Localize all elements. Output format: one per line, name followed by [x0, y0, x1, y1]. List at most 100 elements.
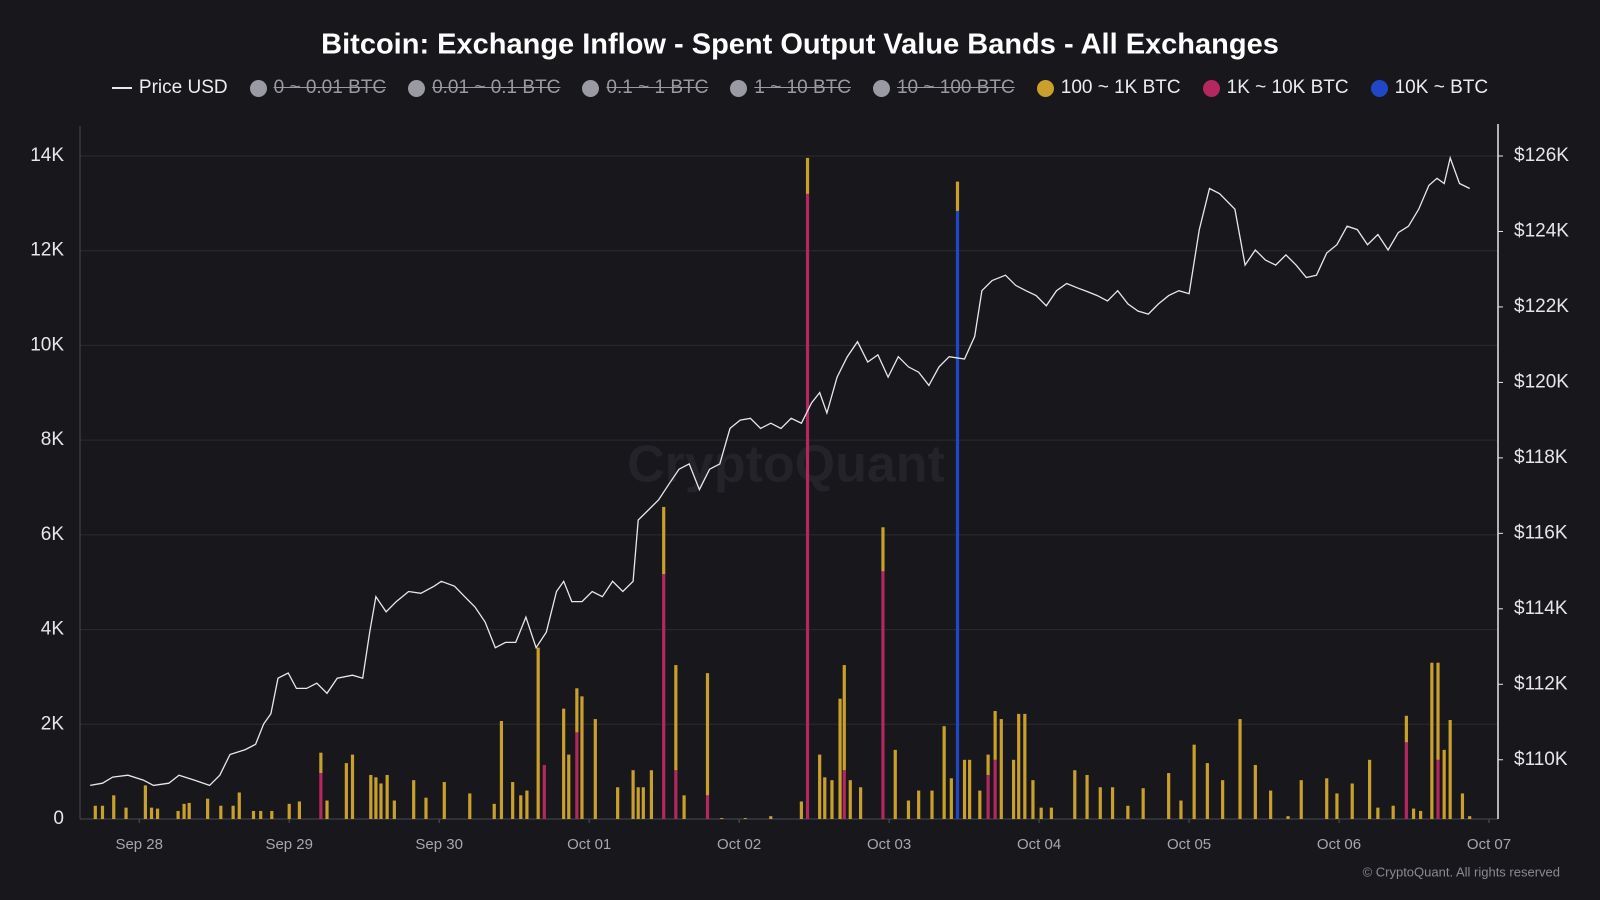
bar-segment — [999, 719, 1003, 819]
legend-label: 1 ~ 10 BTC — [754, 77, 851, 98]
bar-segment — [1205, 763, 1209, 819]
bar-segment — [1167, 773, 1171, 819]
bar-segment — [842, 770, 846, 819]
bar-segment — [1430, 662, 1434, 819]
bar-segment — [881, 527, 885, 572]
bar-segment — [1179, 800, 1183, 819]
legend-label: 100 ~ 1K BTC — [1060, 77, 1181, 98]
bar-segment — [187, 802, 191, 819]
bar-segment — [93, 805, 97, 819]
bar-segment — [593, 719, 597, 819]
bar-segment — [978, 790, 982, 819]
y2-tick-label: $110K — [1514, 749, 1568, 770]
y-tick-label: 0 — [53, 808, 64, 829]
legend-item[interactable]: 10 ~ 100 BTC — [872, 77, 1015, 99]
bar-segment — [1286, 816, 1290, 819]
bar-segment — [442, 782, 446, 819]
bar-segment — [881, 571, 885, 819]
x-tick-label: Sep 30 — [415, 836, 463, 853]
bar-segment — [1350, 783, 1354, 819]
bar-segment — [682, 795, 686, 819]
bar-segment — [705, 795, 710, 819]
bar-segment — [993, 759, 997, 819]
legend-label: Price USD — [138, 77, 228, 98]
bar-segment — [962, 759, 967, 819]
bar-segment — [930, 790, 934, 819]
y2-tick-label: $120K — [1514, 371, 1569, 392]
bar-segment — [1436, 662, 1440, 760]
bar-segment — [1049, 807, 1053, 819]
legend-symbol — [1202, 79, 1220, 97]
legend-item[interactable]: 0.1 ~ 1 BTC — [582, 77, 708, 99]
bar-segment — [1221, 780, 1225, 819]
bar-segment — [636, 787, 640, 819]
bar-segment — [319, 752, 323, 774]
bar-segment — [143, 785, 147, 819]
legend-symbol — [582, 79, 600, 97]
bar-segment — [1436, 759, 1440, 819]
bar-segment — [492, 803, 496, 819]
bar-segment — [1192, 744, 1196, 819]
bar-segment — [344, 763, 348, 819]
bar-segment — [942, 726, 946, 819]
x-tick-label: Sep 28 — [115, 836, 163, 853]
bar-segment — [917, 790, 921, 819]
legend-item[interactable]: 1 ~ 10 BTC — [730, 77, 851, 99]
bar-segment — [231, 805, 235, 819]
x-tick-label: Oct 04 — [1017, 836, 1061, 853]
bar-segment — [838, 698, 842, 819]
y-tick-label: 14K — [30, 145, 64, 166]
bar-segment — [1448, 720, 1452, 819]
bar-segment — [149, 807, 154, 819]
bar-segment — [830, 780, 834, 819]
bar-segment — [1110, 787, 1115, 819]
bar-segment — [1085, 774, 1089, 819]
legend-label: 1K ~ 10K BTC — [1226, 77, 1349, 98]
legend-symbol — [111, 87, 132, 89]
legend-item[interactable]: 1K ~ 10K BTC — [1202, 77, 1349, 99]
bar-segment — [1126, 805, 1130, 819]
bar-segment — [1039, 807, 1043, 819]
bar-segment — [542, 765, 546, 819]
bar-segment — [1368, 759, 1372, 819]
legend-item[interactable]: 100 ~ 1K BTC — [1036, 77, 1181, 99]
bar-segment — [1442, 749, 1446, 819]
y2-tick-label: $112K — [1514, 673, 1568, 694]
legend-item[interactable]: 0 ~ 0.01 BTC — [249, 77, 386, 99]
bar-segment — [525, 790, 529, 819]
bar-segment — [743, 818, 747, 819]
legend-item[interactable]: 10K ~ BTC — [1370, 77, 1488, 99]
bar-segment — [893, 749, 897, 819]
bar-segment — [848, 780, 852, 819]
y-tick-label: 8K — [41, 429, 65, 450]
bar-segment — [993, 711, 997, 760]
bar-segment — [297, 801, 302, 819]
bar-segment — [1391, 805, 1395, 819]
x-tick-label: Oct 03 — [867, 836, 911, 853]
y2-tick-label: $124K — [1514, 220, 1569, 241]
bar-segment — [206, 798, 210, 819]
bar-segment — [374, 777, 378, 819]
bar-segment — [412, 780, 416, 819]
x-tick-label: Oct 02 — [717, 836, 761, 853]
bar-segment — [270, 810, 274, 819]
bar-segment — [616, 787, 620, 819]
bar-segment — [1031, 780, 1035, 819]
bar-segment — [511, 782, 515, 819]
bar-segment — [805, 193, 810, 819]
bar-segment — [1269, 790, 1273, 819]
bar-segment — [842, 665, 846, 771]
legend-item[interactable]: 0.01 ~ 0.1 BTC — [408, 77, 560, 99]
legend-item[interactable]: Price USD — [111, 77, 228, 99]
bar-segment — [674, 770, 678, 819]
bar-segment — [251, 810, 256, 819]
bar-segment — [705, 673, 710, 796]
bar-segment — [176, 810, 180, 819]
bar-segment — [385, 774, 389, 819]
bar-segment — [519, 795, 523, 819]
bar-segment — [1335, 793, 1339, 819]
bar-segment — [1404, 715, 1408, 743]
legend-label: 10 ~ 100 BTC — [896, 77, 1015, 98]
bar-segment — [155, 808, 160, 819]
legend: Price USD 0 ~ 0.01 BTC 0.01 ~ 0.1 BTC 0.1 ~… — [0, 77, 1600, 99]
